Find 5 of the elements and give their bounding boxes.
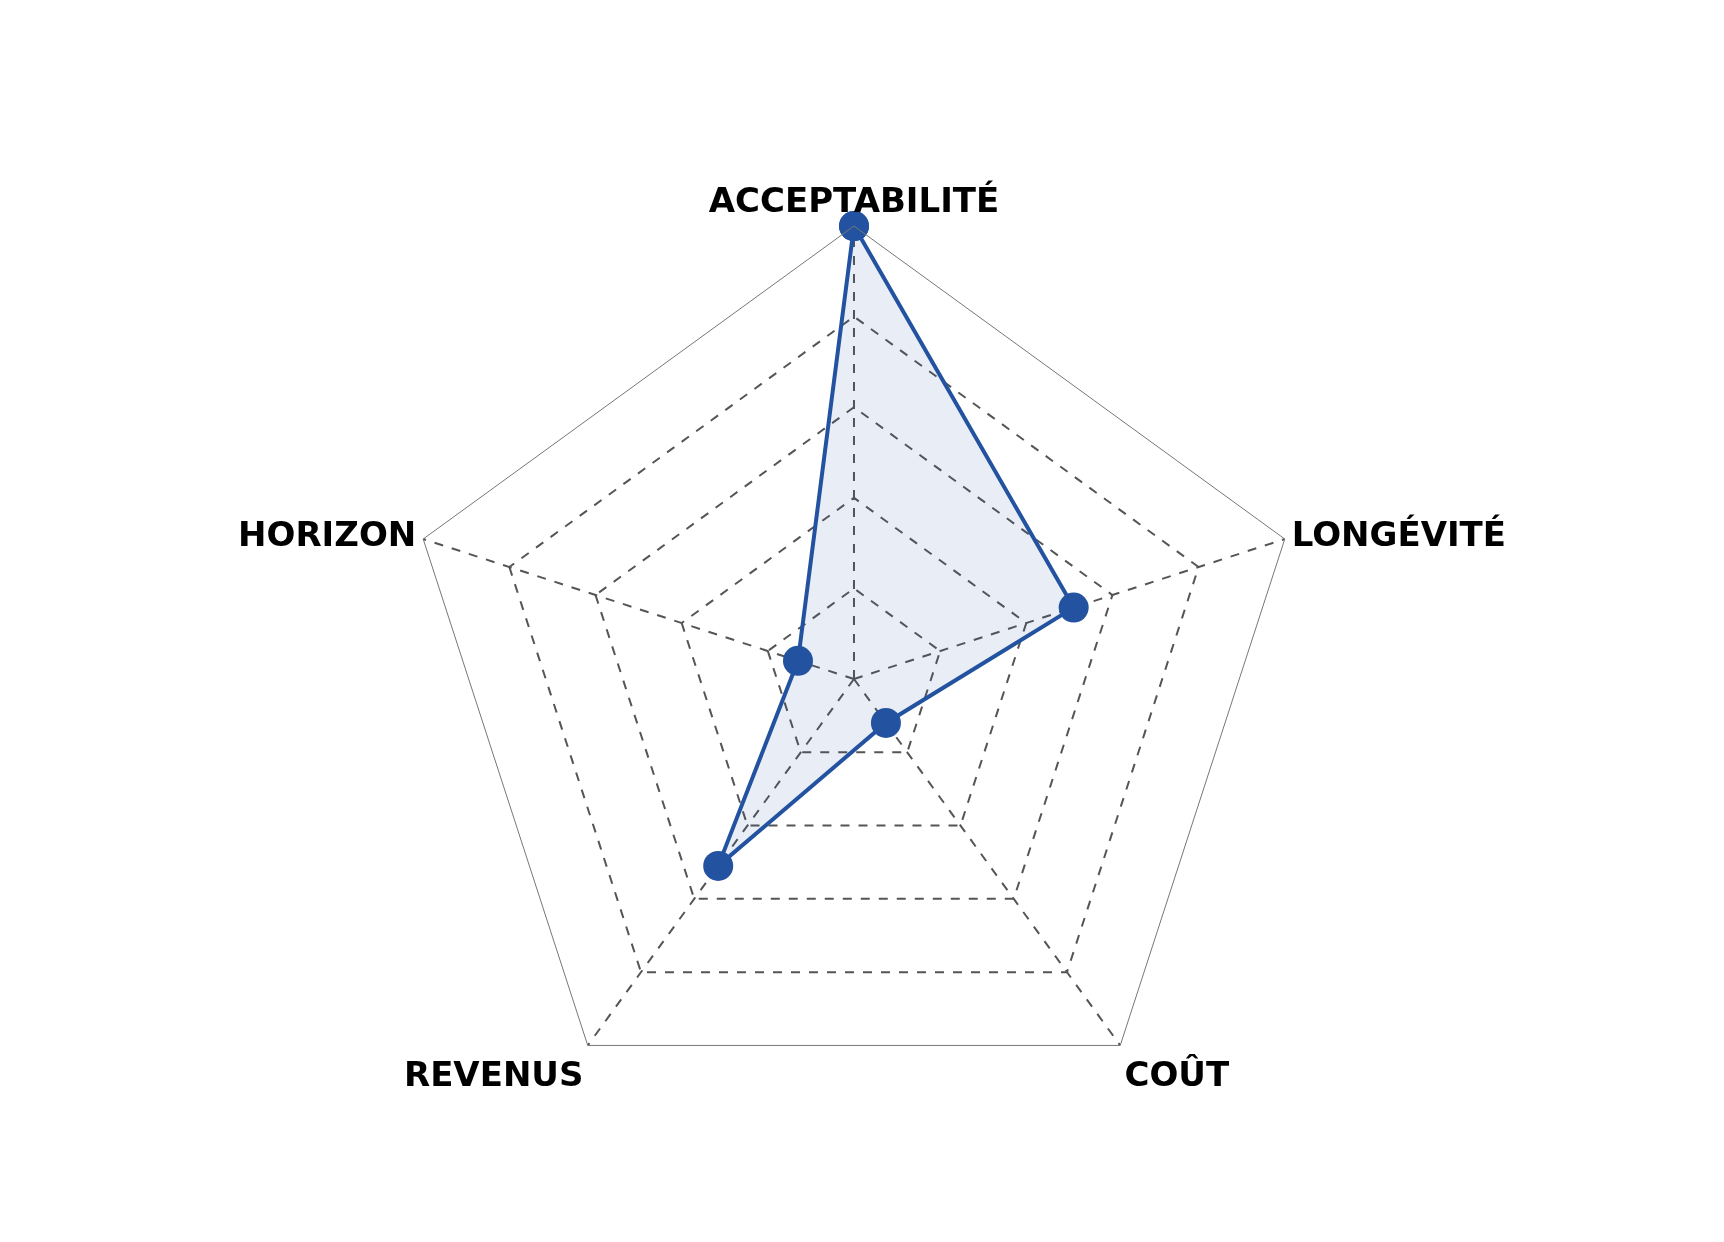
spoke-label: ACCEPTABILITÉ (708, 179, 1000, 220)
spoke-label: REVENUS (403, 1053, 584, 1094)
spoke-label: HORIZON (238, 513, 417, 554)
spoke-label: LONGÉVITÉ (1291, 513, 1507, 554)
spoke-label: COÛT (1124, 1053, 1230, 1094)
